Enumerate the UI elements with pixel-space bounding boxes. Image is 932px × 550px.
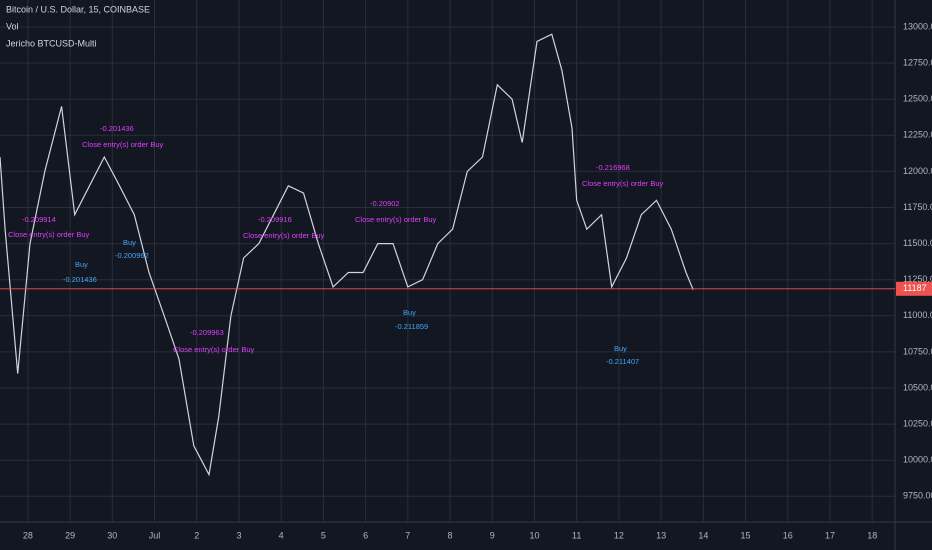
annotation: Close entry(s) order Buy [582, 179, 664, 188]
x-tick-label: 2 [194, 530, 199, 540]
x-tick-label: 14 [698, 530, 708, 540]
y-tick-label: 10750.00 [903, 346, 932, 356]
y-tick-label: 11750.00 [903, 202, 932, 212]
x-tick-label: 10 [529, 530, 539, 540]
annotation: Buy [614, 344, 627, 353]
annotation: -0.216968 [596, 163, 630, 172]
annotation: Close entry(s) order Buy [82, 140, 164, 149]
y-tick-label: 12750.00 [903, 57, 932, 67]
annotation: -0.209916 [258, 215, 292, 224]
last-price-label: 11187 [903, 283, 927, 293]
annotation: -0.200962 [115, 251, 149, 260]
y-tick-label: 10000.00 [903, 455, 932, 465]
annotation: -0.209914 [22, 215, 56, 224]
y-tick-label: 11000.00 [903, 310, 932, 320]
chart-title: Bitcoin / U.S. Dollar, 15, COINBASE [6, 4, 150, 14]
x-tick-label: 15 [741, 530, 751, 540]
annotation: -0.211859 [395, 322, 428, 331]
indicator-label: Vol [6, 21, 19, 31]
annotation: Close entry(s) order Buy [173, 345, 255, 354]
x-tick-label: 29 [65, 530, 75, 540]
annotation: -0.201436 [63, 275, 97, 284]
annotation: Buy [403, 308, 416, 317]
x-tick-label: 16 [783, 530, 793, 540]
annotation: Close entry(s) order Buy [355, 215, 437, 224]
x-tick-label: 18 [867, 530, 877, 540]
y-tick-label: 10250.00 [903, 418, 932, 428]
y-tick-label: 12500.00 [903, 94, 932, 104]
annotation: -0.211407 [606, 357, 639, 366]
y-tick-label: 13000.00 [903, 21, 932, 31]
x-tick-label: 3 [236, 530, 241, 540]
x-tick-label: 13 [656, 530, 666, 540]
x-tick-label: 9 [490, 530, 495, 540]
annotation: -0.201436 [100, 124, 134, 133]
y-tick-label: 11250.00 [903, 274, 932, 284]
x-tick-label: 28 [23, 530, 33, 540]
x-tick-label: 30 [107, 530, 117, 540]
annotation: Buy [75, 260, 88, 269]
x-tick-label: 17 [825, 530, 835, 540]
y-tick-label: 9750.00 [903, 491, 932, 501]
x-tick-label: Jul [149, 530, 161, 540]
y-tick-label: 12000.00 [903, 166, 932, 176]
x-tick-label: 11 [572, 530, 581, 540]
annotation: -0.20902 [370, 199, 400, 208]
y-tick-label: 10500.00 [903, 382, 932, 392]
y-tick-label: 11500.00 [903, 238, 932, 248]
x-tick-label: 7 [405, 530, 410, 540]
x-tick-label: 5 [321, 530, 326, 540]
annotation: Close entry(s) order Buy [8, 230, 90, 239]
last-price-badge [896, 281, 932, 296]
x-tick-label: 6 [363, 530, 368, 540]
indicator-label: Jericho BTCUSD-Multi [6, 38, 97, 48]
x-tick-label: 12 [614, 530, 624, 540]
y-tick-label: 12250.00 [903, 130, 932, 140]
price-line [0, 33, 694, 477]
annotation: Buy [123, 238, 136, 247]
annotation: -0.209963 [190, 328, 224, 337]
x-tick-label: 8 [448, 530, 453, 540]
x-tick-label: 4 [279, 530, 284, 540]
annotation: Close entry(s) order Buy [243, 231, 325, 240]
